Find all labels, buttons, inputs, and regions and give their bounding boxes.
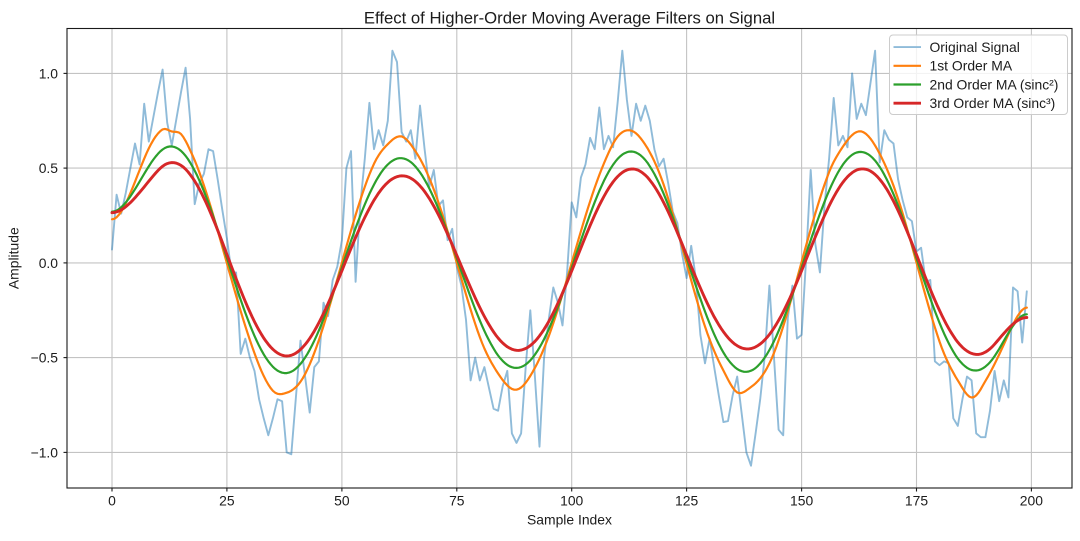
- svg-text:Sample Index: Sample Index: [527, 512, 612, 528]
- svg-text:125: 125: [675, 493, 698, 509]
- svg-text:Original Signal: Original Signal: [930, 39, 1020, 55]
- svg-text:3rd Order MA (sinc³): 3rd Order MA (sinc³): [930, 95, 1056, 111]
- svg-text:150: 150: [790, 493, 813, 509]
- svg-text:Effect of Higher-Order Moving: Effect of Higher-Order Moving Average Fi…: [364, 9, 775, 28]
- svg-text:−0.5: −0.5: [31, 350, 59, 366]
- svg-text:1.0: 1.0: [39, 65, 59, 81]
- svg-text:0.5: 0.5: [39, 160, 59, 176]
- svg-text:2nd Order MA (sinc²): 2nd Order MA (sinc²): [930, 76, 1059, 92]
- svg-text:100: 100: [560, 493, 583, 509]
- svg-text:1st Order MA: 1st Order MA: [930, 58, 1013, 74]
- svg-text:75: 75: [449, 493, 465, 509]
- svg-text:200: 200: [1020, 493, 1043, 509]
- svg-text:25: 25: [219, 493, 235, 509]
- svg-text:0.0: 0.0: [39, 255, 59, 271]
- svg-text:175: 175: [905, 493, 928, 509]
- svg-text:−1.0: −1.0: [31, 444, 59, 460]
- svg-text:50: 50: [334, 493, 350, 509]
- svg-text:0: 0: [108, 493, 116, 509]
- svg-text:Amplitude: Amplitude: [6, 227, 22, 289]
